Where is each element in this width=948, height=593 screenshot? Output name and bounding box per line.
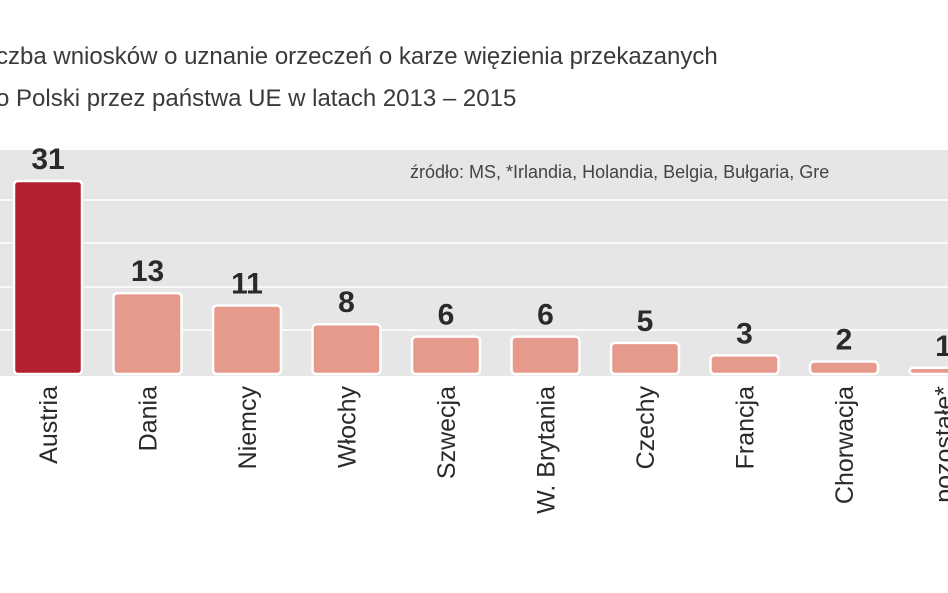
x-tick-label: Francja [732, 386, 760, 469]
x-tick-label: Dania [135, 386, 163, 451]
x-tick-label: W. Brytania [533, 386, 561, 514]
x-tick-label: Niemcy [234, 386, 262, 470]
data-label: 31 [31, 143, 64, 176]
bar [311, 322, 382, 376]
bar [709, 354, 780, 376]
x-tick-label: Chorwacja [831, 386, 859, 504]
data-label: 11 [231, 268, 263, 301]
data-label: 1 [935, 330, 948, 363]
bar [908, 366, 948, 376]
bar [12, 179, 84, 376]
data-label: 6 [537, 299, 554, 332]
data-label: 6 [438, 299, 455, 332]
x-tick-label: pozostałe* [931, 386, 948, 503]
chart-title: o Polski przez państwa UE w latach 2013 … [0, 85, 516, 112]
x-tick-label: Austria [35, 386, 63, 464]
data-label: 8 [338, 286, 355, 319]
bar [609, 341, 681, 376]
x-tick-label: Włochy [334, 386, 362, 468]
bar [211, 304, 283, 376]
data-label: 13 [131, 255, 164, 288]
data-label: 3 [736, 317, 753, 350]
bar [808, 360, 880, 376]
source-note: źródło: MS, *Irlandia, Holandia, Belgia,… [410, 162, 829, 182]
bar [410, 335, 482, 376]
data-label: 2 [836, 324, 853, 357]
x-tick-label: Czechy [632, 386, 660, 470]
x-tick-label: Szwecja [433, 386, 461, 479]
data-label: 5 [637, 305, 654, 338]
bar [112, 291, 183, 376]
bar [510, 335, 581, 376]
chart-title: czba wniosków o uznanie orzeczeń o karze… [0, 43, 718, 70]
